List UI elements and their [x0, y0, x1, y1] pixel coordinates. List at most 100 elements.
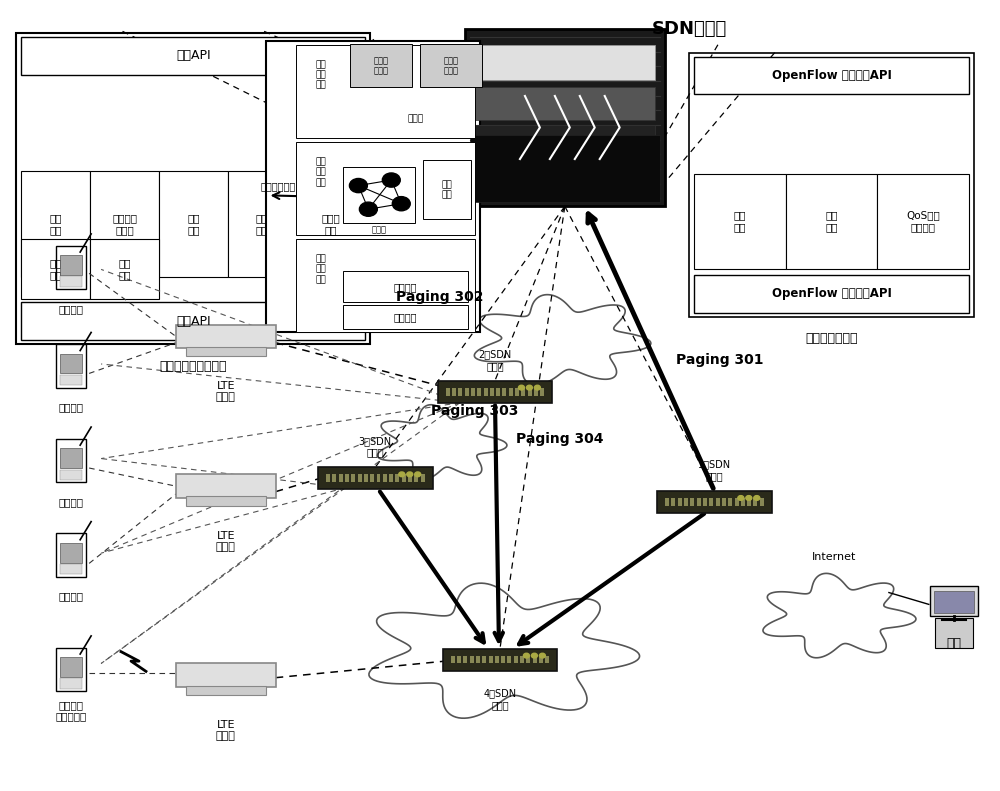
Text: LTE
小基站: LTE 小基站 — [216, 720, 236, 741]
FancyBboxPatch shape — [186, 346, 266, 356]
FancyBboxPatch shape — [90, 240, 159, 298]
FancyBboxPatch shape — [716, 498, 720, 506]
FancyBboxPatch shape — [176, 475, 276, 498]
Text: 1号SDN
交换机: 1号SDN 交换机 — [698, 460, 731, 481]
Text: 接纳
控制: 接纳 控制 — [49, 214, 62, 235]
Text: 终端
特征: 终端 特征 — [442, 180, 453, 199]
Text: 字节速
率大小: 字节速 率大小 — [374, 56, 389, 75]
FancyBboxPatch shape — [60, 564, 82, 574]
Text: 移动终端: 移动终端 — [59, 497, 84, 507]
FancyBboxPatch shape — [475, 86, 655, 119]
FancyBboxPatch shape — [395, 475, 399, 483]
Text: 移动终端: 移动终端 — [59, 304, 84, 314]
Circle shape — [738, 496, 744, 501]
Text: 北向API: 北向API — [176, 49, 211, 62]
FancyBboxPatch shape — [402, 475, 406, 483]
Text: 业务
状态
感知: 业务 状态 感知 — [315, 60, 326, 89]
FancyBboxPatch shape — [465, 388, 469, 396]
FancyBboxPatch shape — [446, 388, 450, 396]
FancyBboxPatch shape — [343, 167, 415, 223]
FancyBboxPatch shape — [326, 475, 330, 483]
FancyBboxPatch shape — [470, 656, 474, 664]
Text: QoS用户
服务质量: QoS用户 服务质量 — [906, 210, 940, 232]
FancyBboxPatch shape — [694, 57, 969, 94]
FancyBboxPatch shape — [56, 246, 86, 289]
FancyBboxPatch shape — [722, 498, 726, 506]
FancyBboxPatch shape — [408, 475, 412, 483]
FancyBboxPatch shape — [753, 498, 757, 506]
FancyBboxPatch shape — [350, 44, 412, 88]
Text: 3号SDN
交换机: 3号SDN 交换机 — [359, 436, 392, 457]
FancyBboxPatch shape — [477, 388, 481, 396]
FancyBboxPatch shape — [56, 439, 86, 483]
FancyBboxPatch shape — [60, 470, 82, 480]
FancyBboxPatch shape — [60, 354, 82, 373]
FancyBboxPatch shape — [443, 649, 557, 671]
Text: 对回程网的控制: 对回程网的控制 — [805, 332, 858, 345]
Text: Paging 301: Paging 301 — [676, 353, 763, 367]
Circle shape — [539, 653, 545, 658]
Text: 业务流: 业务流 — [407, 114, 423, 123]
FancyBboxPatch shape — [438, 380, 552, 403]
FancyBboxPatch shape — [489, 656, 493, 664]
Text: 移动终端: 移动终端 — [59, 592, 84, 601]
FancyBboxPatch shape — [507, 656, 511, 664]
FancyBboxPatch shape — [296, 45, 475, 138]
FancyBboxPatch shape — [475, 125, 655, 155]
Text: OpenFlow 南向接口API: OpenFlow 南向接口API — [772, 287, 892, 301]
FancyBboxPatch shape — [463, 656, 467, 664]
FancyBboxPatch shape — [420, 44, 482, 88]
FancyBboxPatch shape — [495, 656, 499, 664]
FancyBboxPatch shape — [533, 656, 537, 664]
FancyBboxPatch shape — [414, 475, 418, 483]
FancyBboxPatch shape — [496, 388, 500, 396]
Text: 南向API: 南向API — [176, 315, 211, 328]
FancyBboxPatch shape — [383, 475, 387, 483]
FancyBboxPatch shape — [877, 174, 969, 269]
FancyBboxPatch shape — [332, 475, 336, 483]
FancyBboxPatch shape — [470, 135, 660, 202]
Text: OpenFlow 北向接口API: OpenFlow 北向接口API — [772, 69, 892, 82]
FancyBboxPatch shape — [296, 142, 475, 235]
FancyBboxPatch shape — [343, 271, 468, 302]
FancyBboxPatch shape — [318, 467, 433, 490]
FancyBboxPatch shape — [343, 305, 468, 328]
Text: 接纳
控制: 接纳 控制 — [49, 258, 62, 280]
FancyBboxPatch shape — [176, 664, 276, 687]
Text: 移动终端
（被寻呼）: 移动终端 （被寻呼） — [56, 700, 87, 721]
Text: 干扰
协调: 干扰 协调 — [256, 214, 268, 235]
Circle shape — [754, 496, 760, 501]
FancyBboxPatch shape — [665, 498, 669, 506]
Text: Paging 304: Paging 304 — [516, 432, 604, 446]
Circle shape — [523, 653, 529, 658]
FancyBboxPatch shape — [345, 475, 349, 483]
FancyBboxPatch shape — [186, 497, 266, 506]
Circle shape — [359, 202, 377, 216]
Text: Paging 303: Paging 303 — [431, 404, 519, 418]
FancyBboxPatch shape — [266, 41, 480, 332]
FancyBboxPatch shape — [539, 656, 543, 664]
FancyBboxPatch shape — [741, 498, 745, 506]
FancyBboxPatch shape — [515, 388, 519, 396]
Circle shape — [531, 653, 537, 658]
Polygon shape — [369, 583, 640, 718]
FancyBboxPatch shape — [60, 543, 82, 562]
FancyBboxPatch shape — [476, 656, 480, 664]
Circle shape — [349, 179, 367, 193]
FancyBboxPatch shape — [521, 388, 525, 396]
FancyBboxPatch shape — [358, 475, 362, 483]
Text: 应用: 应用 — [946, 638, 961, 650]
FancyBboxPatch shape — [482, 656, 486, 664]
FancyBboxPatch shape — [21, 171, 90, 278]
Text: Internet: Internet — [812, 552, 856, 562]
FancyBboxPatch shape — [526, 656, 530, 664]
Text: Paging 302: Paging 302 — [396, 290, 484, 304]
FancyBboxPatch shape — [545, 656, 549, 664]
FancyBboxPatch shape — [540, 388, 544, 396]
FancyBboxPatch shape — [760, 498, 764, 506]
FancyBboxPatch shape — [186, 686, 266, 695]
Text: 2号SDN
交换机: 2号SDN 交换机 — [478, 350, 512, 371]
Polygon shape — [474, 295, 651, 384]
FancyBboxPatch shape — [747, 498, 751, 506]
FancyBboxPatch shape — [452, 388, 456, 396]
